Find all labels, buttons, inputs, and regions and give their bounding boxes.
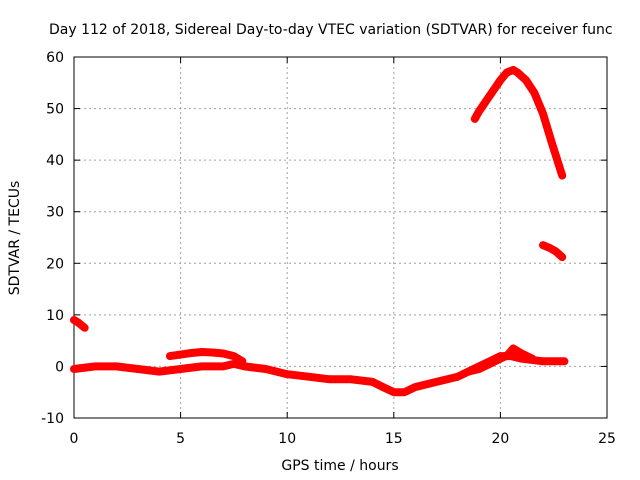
- y-axis-label: SDTVAR / TECUs: [7, 181, 23, 296]
- data-point: [262, 365, 270, 373]
- data-point: [81, 324, 89, 332]
- data-point: [513, 68, 521, 76]
- data-point: [486, 92, 494, 100]
- data-point: [475, 107, 483, 115]
- data-point: [134, 365, 142, 373]
- data-point: [113, 362, 121, 370]
- data-point: [91, 362, 99, 370]
- data-point: [539, 357, 547, 365]
- data-point: [230, 360, 238, 368]
- data-point: [379, 383, 387, 391]
- data-point: [347, 375, 355, 383]
- data-point: [522, 76, 530, 84]
- data-point: [539, 110, 547, 118]
- data-point: [326, 375, 334, 383]
- data-point: [464, 368, 472, 376]
- data-point: [155, 368, 163, 376]
- y-tick-label: 20: [46, 256, 64, 272]
- data-point: [238, 357, 246, 365]
- data-point: [518, 350, 526, 358]
- y-tick-label: 40: [46, 153, 64, 169]
- x-axis-label: GPS time / hours: [281, 458, 398, 474]
- data-point: [503, 68, 511, 76]
- data-point: [368, 378, 376, 386]
- data-point: [209, 349, 217, 357]
- y-tick-label: 30: [46, 205, 64, 221]
- chart-title: Day 112 of 2018, Sidereal Day-to-day VTE…: [49, 22, 613, 38]
- data-point: [305, 373, 313, 381]
- y-tick-label: 60: [46, 50, 64, 66]
- y-tick-label: 0: [55, 359, 64, 375]
- x-tick-label: 10: [278, 431, 296, 447]
- y-tick-label: 50: [46, 102, 64, 118]
- data-point: [471, 115, 479, 123]
- data-point: [283, 370, 291, 378]
- y-tick-label: 10: [46, 308, 64, 324]
- data-point: [198, 348, 206, 356]
- data-point: [454, 373, 462, 381]
- y-tick-label: -10: [41, 411, 64, 427]
- data-point: [496, 355, 504, 363]
- series-layer: [70, 65, 569, 397]
- data-point: [531, 89, 539, 97]
- data-point: [558, 253, 566, 261]
- data-point: [528, 355, 536, 363]
- data-point: [552, 247, 560, 255]
- data-point: [475, 365, 483, 373]
- x-tick-label: 15: [385, 431, 403, 447]
- data-point: [432, 378, 440, 386]
- x-tick-label: 20: [491, 431, 509, 447]
- x-tick-label: 5: [176, 431, 185, 447]
- data-point: [74, 319, 82, 327]
- x-tick-label: 25: [598, 431, 616, 447]
- data-point: [509, 344, 517, 352]
- x-tick-label: 0: [70, 431, 79, 447]
- grid-layer: [74, 57, 607, 418]
- tick-layer: 0 5 10 15 20 25 -10 0 10 20 30 40 50 60: [41, 50, 616, 447]
- data-point: [411, 383, 419, 391]
- data-point: [548, 138, 556, 146]
- data-point: [177, 365, 185, 373]
- plot-frame: [73, 56, 608, 419]
- data-point: [219, 350, 227, 358]
- data-point: [558, 172, 566, 180]
- data-point: [539, 241, 547, 249]
- data-point: [70, 365, 78, 373]
- data-point: [219, 362, 227, 370]
- data-point: [545, 244, 553, 252]
- data-point: [496, 76, 504, 84]
- data-point: [503, 352, 511, 360]
- data-point: [198, 362, 206, 370]
- data-point: [177, 351, 185, 359]
- data-point: [400, 388, 408, 396]
- data-point: [187, 349, 195, 357]
- data-point: [486, 360, 494, 368]
- data-point: [560, 357, 568, 365]
- data-point: [166, 352, 174, 360]
- series-line-satellite-track-spike-20h: [502, 344, 537, 363]
- data-point: [230, 352, 238, 360]
- data-point: [390, 388, 398, 396]
